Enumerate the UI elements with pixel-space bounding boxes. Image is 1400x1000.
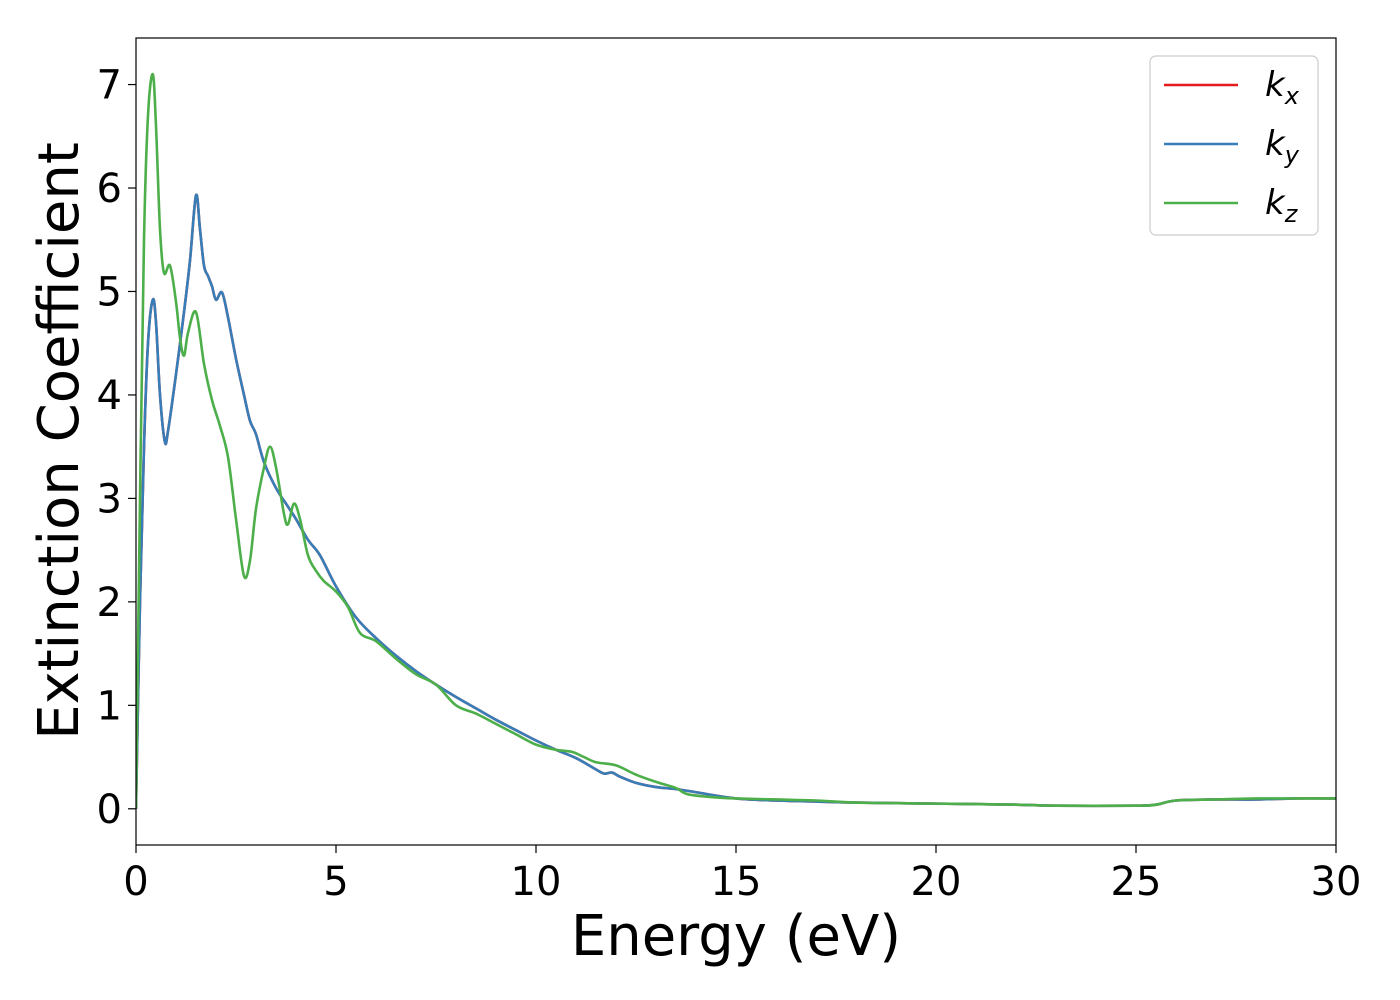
series-line-z [136, 72, 1336, 809]
x-tick-label: 30 [1311, 859, 1362, 905]
axes-layer: 0 5 10 15 20 25 30 0 1 2 3 4 5 6 7 [97, 37, 1362, 905]
y-axis-title: Extinction Coefficient [27, 142, 92, 740]
y-tick-label: 1 [97, 683, 122, 729]
legend-label-y: ky [1265, 124, 1300, 169]
y-tick-label: 3 [97, 476, 122, 522]
x-axis-title: Energy (eV) [571, 904, 901, 969]
x-tick-label: 10 [511, 859, 562, 905]
x-tick-label: 5 [323, 859, 348, 905]
legend-label-z: kz [1265, 183, 1299, 228]
x-tick-label: 20 [911, 859, 962, 905]
y-tick-label: 7 [97, 63, 122, 109]
y-tick-label: 5 [97, 269, 122, 315]
x-tick-label: 15 [711, 859, 762, 905]
legend-label-x: kx [1265, 65, 1300, 110]
y-tick-label: 2 [97, 580, 122, 626]
x-tick-label: 25 [1111, 859, 1162, 905]
series-line-x [136, 193, 1336, 809]
legend: kx ky kz [1149, 55, 1319, 236]
series-layer [136, 72, 1336, 809]
legend-box [1149, 55, 1319, 236]
series-line-y [136, 193, 1336, 809]
y-tick-label: 4 [97, 373, 122, 419]
x-tick-label: 0 [123, 859, 148, 905]
y-tick-label: 0 [97, 787, 122, 833]
y-tick-label: 6 [97, 166, 122, 212]
